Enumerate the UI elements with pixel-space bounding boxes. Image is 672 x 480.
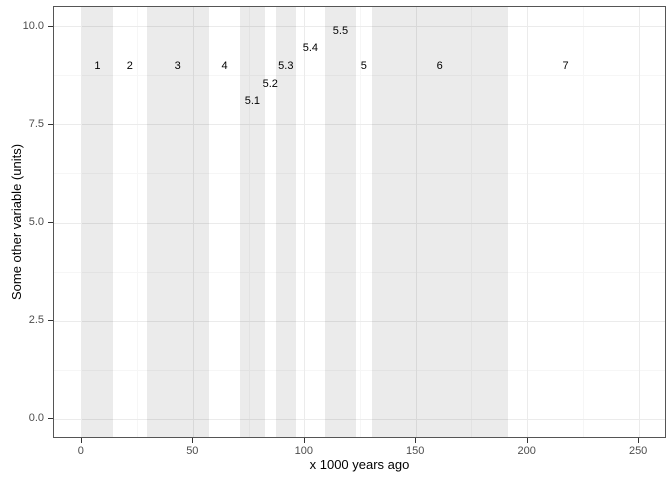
x-minor-gridline: [248, 7, 250, 437]
y-minor-gridline: [54, 271, 665, 273]
x-major-gridline: [192, 7, 194, 437]
x-minor-gridline: [360, 7, 361, 437]
stage-band: [81, 7, 114, 437]
x-minor-gridline: [582, 7, 584, 437]
x-minor-gridline: [137, 7, 139, 437]
stage-label: 4: [221, 59, 228, 72]
x-major-gridline: [304, 7, 306, 437]
stage-band: [146, 7, 209, 437]
y-tick-mark: [48, 123, 53, 125]
y-major-gridline: [54, 418, 665, 420]
x-tick-mark: [303, 438, 305, 443]
y-tick-label: 7.5: [28, 117, 44, 130]
stage-label: 5.2: [262, 77, 278, 90]
stage-label: 7: [562, 59, 569, 72]
y-major-gridline: [54, 222, 665, 224]
stage-label: 5.5: [332, 24, 349, 37]
stage-band: [240, 7, 265, 437]
x-tick-mark: [526, 438, 528, 443]
y-minor-gridline: [54, 369, 665, 371]
x-axis-title: x 1000 years ago: [309, 457, 410, 472]
y-tick-label: 0.0: [28, 412, 44, 425]
y-tick-mark: [48, 418, 53, 420]
x-tick-mark: [192, 438, 194, 443]
y-tick-mark: [48, 25, 53, 27]
stage-label: 5: [360, 59, 367, 72]
x-tick-mark: [415, 438, 417, 443]
x-tick-label: 200: [517, 445, 536, 457]
x-major-gridline: [415, 7, 417, 437]
y-major-gridline: [54, 320, 665, 322]
y-minor-gridline: [54, 173, 665, 175]
stage-band: [275, 7, 296, 437]
stage-label: 5.4: [302, 42, 318, 55]
x-tick-mark: [80, 438, 82, 443]
stage-label: 5.1: [244, 95, 261, 108]
y-major-gridline: [54, 26, 665, 28]
x-major-gridline: [527, 7, 529, 437]
x-tick-label: 100: [294, 445, 313, 457]
x-major-gridline: [638, 7, 640, 437]
stage-label: 3: [174, 59, 181, 72]
stage-band: [324, 7, 357, 437]
y-tick-label: 10.0: [22, 19, 44, 32]
stage-label: 1: [94, 59, 101, 72]
x-minor-gridline: [471, 7, 473, 437]
x-tick-mark: [638, 438, 640, 443]
stage-label: 2: [126, 59, 133, 72]
plot-panel: 1 2 3 4 5.1 5.2 5.3 5.4 5.5 5 6 7: [53, 6, 666, 438]
y-tick-label: 5.0: [28, 216, 44, 228]
y-tick-label: 2.5: [28, 314, 44, 327]
y-minor-gridline: [54, 75, 665, 77]
x-tick-label: 0: [77, 445, 84, 457]
stage-label: 5.3: [278, 59, 294, 72]
stage-band: [371, 7, 508, 437]
x-tick-label: 250: [628, 445, 648, 457]
y-tick-mark: [48, 320, 53, 322]
y-major-gridline: [54, 124, 665, 126]
stage-label: 6: [436, 59, 443, 72]
y-axis-title: Some other variable (units): [9, 143, 24, 301]
x-tick-label: 150: [406, 445, 425, 457]
y-tick-mark: [48, 222, 53, 223]
x-tick-label: 50: [186, 445, 199, 457]
x-major-gridline: [81, 7, 83, 437]
